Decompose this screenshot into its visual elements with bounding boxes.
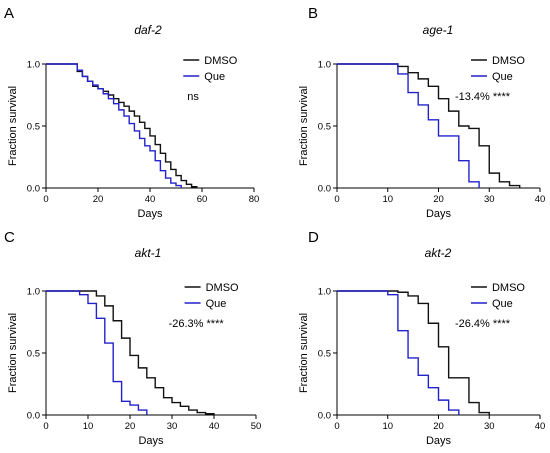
significance-annotation: -13.4% **** bbox=[455, 91, 511, 103]
legend-label: DMSO bbox=[492, 282, 525, 294]
x-tick-label: 30 bbox=[167, 421, 178, 432]
x-tick-label: 50 bbox=[251, 421, 262, 432]
panel-title: akt-2 bbox=[425, 246, 452, 260]
panel-letter: C bbox=[4, 229, 15, 246]
y-tick-label: 0.5 bbox=[318, 349, 331, 360]
x-axis-label: Days bbox=[426, 208, 452, 220]
x-axis-label: Days bbox=[138, 435, 164, 447]
y-tick-label: 0.5 bbox=[27, 122, 40, 133]
panel-title: age-1 bbox=[423, 23, 454, 37]
y-axis-label: Fraction survival bbox=[298, 86, 310, 166]
x-tick-label: 40 bbox=[535, 194, 546, 205]
x-tick-label: 10 bbox=[382, 194, 393, 205]
legend-label: Que bbox=[492, 298, 513, 310]
x-tick-label: 80 bbox=[249, 194, 260, 205]
x-tick-label: 0 bbox=[43, 421, 48, 432]
x-tick-label: 20 bbox=[433, 194, 444, 205]
panel-letter: A bbox=[4, 5, 14, 22]
y-tick-label: 0.0 bbox=[27, 184, 40, 195]
series-line-que bbox=[46, 290, 148, 415]
y-tick-label: 1.0 bbox=[27, 60, 40, 71]
x-tick-label: 20 bbox=[93, 194, 104, 205]
significance-annotation: -26.3% **** bbox=[169, 318, 225, 330]
y-tick-label: 0.0 bbox=[318, 184, 331, 195]
y-axis-label: Fraction survival bbox=[7, 313, 19, 393]
x-tick-label: 30 bbox=[484, 421, 495, 432]
panel-letter: B bbox=[308, 5, 318, 22]
x-tick-label: 40 bbox=[145, 194, 156, 205]
x-axis-label: Days bbox=[426, 435, 452, 447]
panel-letter: D bbox=[308, 229, 319, 246]
x-tick-label: 0 bbox=[43, 194, 48, 205]
series-line-dmso bbox=[46, 290, 215, 415]
x-tick-label: 40 bbox=[209, 421, 220, 432]
significance-annotation: ns bbox=[187, 91, 199, 103]
x-tick-label: 40 bbox=[535, 421, 546, 432]
y-tick-label: 1.0 bbox=[318, 60, 331, 71]
x-tick-label: 0 bbox=[334, 194, 339, 205]
y-axis-label: Fraction survival bbox=[7, 86, 19, 166]
y-tick-label: 0.5 bbox=[318, 122, 331, 133]
y-tick-label: 0.0 bbox=[27, 411, 40, 422]
legend-label: DMSO bbox=[204, 55, 237, 67]
series-line-dmso bbox=[337, 290, 490, 415]
series-line-dmso bbox=[46, 63, 198, 188]
y-tick-label: 1.0 bbox=[318, 287, 331, 298]
legend-label: DMSO bbox=[492, 55, 525, 67]
x-tick-label: 10 bbox=[382, 421, 393, 432]
x-axis-label: Days bbox=[137, 208, 163, 220]
panel-title: akt-1 bbox=[135, 246, 162, 260]
legend-label: DMSO bbox=[206, 282, 239, 294]
y-axis-label: Fraction survival bbox=[298, 313, 310, 393]
series-line-que bbox=[337, 63, 480, 188]
series-line-que bbox=[337, 290, 460, 415]
y-tick-label: 1.0 bbox=[27, 287, 40, 298]
x-tick-label: 10 bbox=[83, 421, 94, 432]
legend-label: Que bbox=[492, 71, 513, 83]
series-line-dmso bbox=[337, 63, 521, 188]
significance-annotation: -26.4% **** bbox=[455, 318, 511, 330]
x-tick-label: 20 bbox=[125, 421, 136, 432]
panel-title: daf-2 bbox=[134, 23, 162, 37]
x-tick-label: 20 bbox=[433, 421, 444, 432]
series-line-que bbox=[46, 63, 182, 188]
x-tick-label: 60 bbox=[197, 194, 208, 205]
legend-label: Que bbox=[204, 71, 225, 83]
legend-label: Que bbox=[206, 298, 227, 310]
x-tick-label: 30 bbox=[484, 194, 495, 205]
y-tick-label: 0.5 bbox=[27, 349, 40, 360]
y-tick-label: 0.0 bbox=[318, 411, 331, 422]
x-tick-label: 0 bbox=[334, 421, 339, 432]
